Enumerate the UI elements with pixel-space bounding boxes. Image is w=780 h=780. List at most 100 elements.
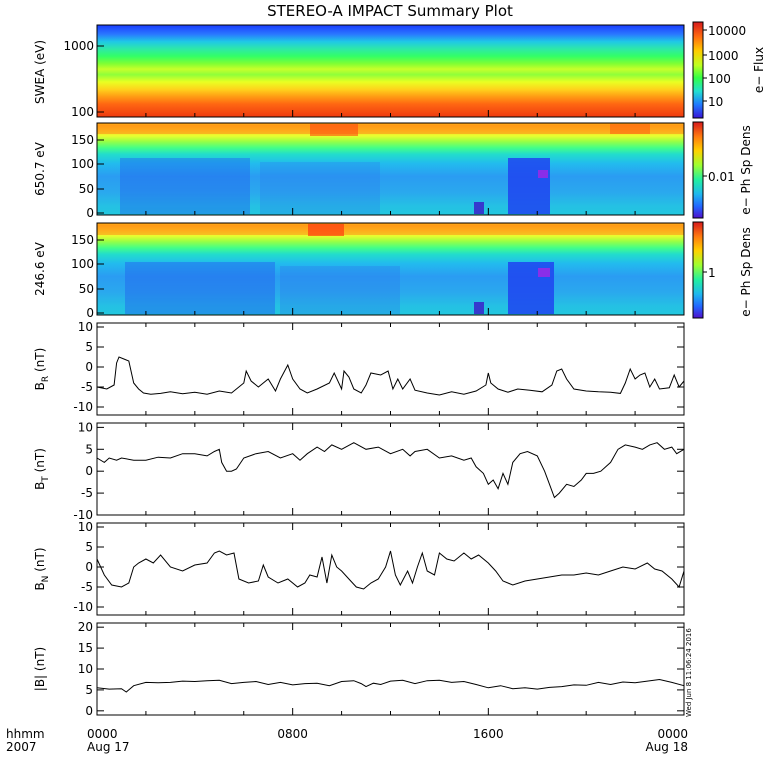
ytick-label: -10: [73, 600, 93, 614]
ytick-label: 5: [85, 683, 93, 697]
colorbar-tick-label: 10: [708, 95, 723, 109]
pad650-hot-spot: [610, 124, 650, 134]
ytick-label: 5: [85, 442, 93, 456]
series-line-btotal: [96, 678, 685, 693]
swea-panel: SWEA (eV) 1000 100 10000 1000 100 10 e− …: [33, 21, 766, 119]
pad650-yticks: 150 100 50 0: [71, 133, 104, 220]
time-tick-label: 0000: [87, 727, 118, 741]
colorbar-tick-label: 1: [708, 266, 716, 280]
pad650-colorbar: [692, 121, 704, 219]
line-panel-ylabel: BN (nT): [33, 547, 51, 590]
swea-spectrogram: [97, 25, 684, 117]
pad650-ylabel: 650.7 eV: [33, 141, 47, 196]
time-axis-label-top: hhmm: [6, 727, 45, 741]
ytick-label: 150: [71, 133, 94, 147]
series-line-t: [96, 442, 685, 499]
pad650-top-band: [97, 125, 684, 134]
ytick-label: 50: [79, 282, 94, 296]
swea-ylabel: SWEA (eV): [33, 40, 47, 104]
ytick-label: 10: [78, 662, 93, 676]
line-panel-ylabel: BR (nT): [33, 348, 51, 391]
time-tick-label: 0800: [277, 727, 308, 741]
panel-frame: [96, 422, 685, 516]
pad650-panel: 650.7 eV 150 100 50 0 0.01 e− Ph Sp Dens: [33, 121, 753, 220]
colorbar-tick-label: 100: [708, 72, 731, 86]
ytick-label: 150: [71, 233, 94, 247]
ytick-label: 100: [71, 257, 94, 271]
ytick-label: 100: [71, 157, 94, 171]
pad650-spectrogram: [97, 123, 684, 215]
pad246-features: [97, 224, 684, 314]
ytick-label: 0: [85, 360, 93, 374]
ytick-label: 0: [85, 704, 93, 718]
line-panel-n: 10 5 0 -5 -10 BN (nT): [33, 520, 685, 616]
line-panel-mag: 20 15 10 5 0 |B| (nT): [33, 620, 685, 718]
time-tick-label: 0000: [657, 727, 688, 741]
pad246-ylabel: 246.6 eV: [33, 241, 47, 296]
ytick-label: -5: [81, 486, 93, 500]
pad650-low-region: [260, 162, 380, 214]
panel-frame: [96, 522, 685, 616]
colorbar-tick-label: 1000: [708, 49, 739, 63]
pad246-top-band: [97, 225, 684, 235]
series-line-r: [96, 356, 685, 396]
time-axis-label-bottom: 2007: [6, 740, 37, 754]
swea-ytick-1000: 1000: [63, 39, 104, 53]
date-tick-label: Aug 17: [87, 740, 130, 754]
swea-colorbar: [692, 21, 704, 119]
swea-ytick-100: 100: [71, 105, 104, 119]
swea-ytick-label: 1000: [63, 39, 94, 53]
pad650-colorbar-label: e− Ph Sp Dens: [739, 125, 753, 214]
ytick-label: 10: [78, 520, 93, 534]
ytick-label: 10: [78, 420, 93, 434]
pad246-panel: 246.6 eV 150 100 50 0 1 e− Ph Sp Dens: [33, 221, 753, 320]
chart-title: STEREO-A IMPACT Summary Plot: [267, 2, 513, 20]
line-panel-t: 10 5 0 -5 -10 BT (nT): [33, 420, 685, 522]
pad650-dark-spot: [474, 202, 484, 214]
pad246-yticks: 150 100 50 0: [71, 233, 104, 320]
pad246-low-region: [125, 262, 275, 314]
panel-frame: [96, 322, 685, 416]
line-panel-ylabel: BT (nT): [33, 448, 51, 490]
ytick-label: 10: [78, 320, 93, 334]
pad246-colorbar-label: e− Ph Sp Dens: [739, 227, 753, 316]
pad650-magenta-spot: [538, 170, 548, 178]
series-line-n: [96, 550, 685, 590]
timestamp: Wed Jun 8 11:06:24 2016: [685, 628, 693, 717]
ytick-label: 5: [85, 540, 93, 554]
ytick-label: -5: [81, 380, 93, 394]
panel-frame: [96, 622, 685, 716]
pad650-blue-block: [508, 158, 550, 214]
pad246-magenta-spot: [538, 268, 550, 277]
pad650-low-region: [120, 158, 250, 214]
pad246-dark-spot: [474, 302, 484, 314]
line-panel-r: 10 5 0 -5 -10 BR (nT): [33, 320, 685, 416]
line-panel-ylabel: |B| (nT): [33, 647, 47, 691]
ytick-label: -5: [81, 580, 93, 594]
pad246-colorbar: [692, 221, 704, 319]
date-tick-label: Aug 18: [645, 740, 688, 754]
ytick-label: -10: [73, 508, 93, 522]
ytick-label: -10: [73, 400, 93, 414]
ytick-label: 15: [78, 641, 93, 655]
ytick-label: 0: [85, 560, 93, 574]
ytick-label: 0: [86, 206, 94, 220]
pad650-features: [97, 124, 684, 214]
pad650-hot-spot: [310, 124, 358, 136]
ytick-label: 0: [85, 464, 93, 478]
pad246-low-region: [280, 266, 400, 314]
swea-colorbar-label: e− Flux: [752, 47, 766, 93]
swea-colorbar-ticks: 10000 1000 100 10: [703, 24, 746, 109]
swea-ytick-label: 100: [71, 105, 94, 119]
time-tick-label: 1600: [473, 727, 504, 741]
ytick-label: 0: [86, 306, 94, 320]
ytick-label: 5: [85, 340, 93, 354]
ytick-label: 50: [79, 182, 94, 196]
colorbar-tick-label: 10000: [708, 24, 746, 38]
pad246-hot-spot: [308, 224, 344, 236]
colorbar-tick-label: 0.01: [708, 170, 735, 184]
ytick-label: 20: [78, 620, 93, 634]
